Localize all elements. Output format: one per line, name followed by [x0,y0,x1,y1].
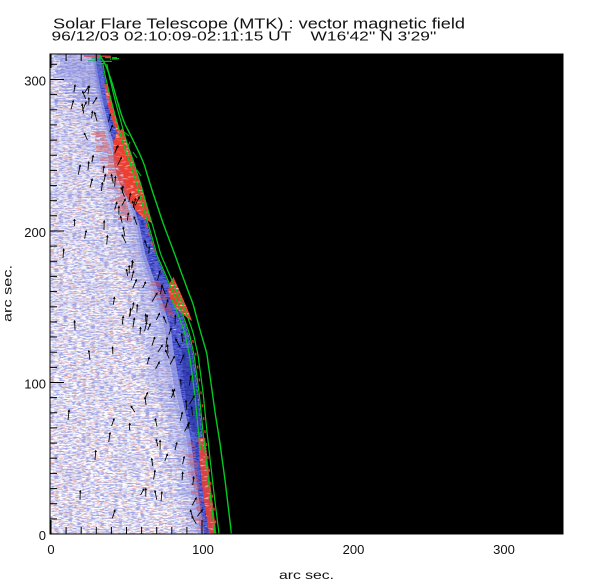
svg-text:300: 300 [493,542,515,557]
svg-text:arc sec.: arc sec. [1,265,15,322]
svg-text:200: 200 [24,225,46,240]
svg-text:200: 200 [343,542,365,557]
svg-text:300: 300 [24,74,46,89]
svg-text:96/12/03 02:10:09-02:11:15 UT: 96/12/03 02:10:09-02:11:15 UT W16'42'' N… [52,29,437,44]
svg-text:100: 100 [24,377,46,392]
svg-text:Solar Flare Telescope (MTK) :: Solar Flare Telescope (MTK) : vector mag… [53,16,465,33]
svg-text:arc sec.: arc sec. [279,568,334,582]
svg-text:0: 0 [39,528,46,543]
svg-text:100: 100 [192,542,214,557]
svg-text:0: 0 [47,542,54,557]
